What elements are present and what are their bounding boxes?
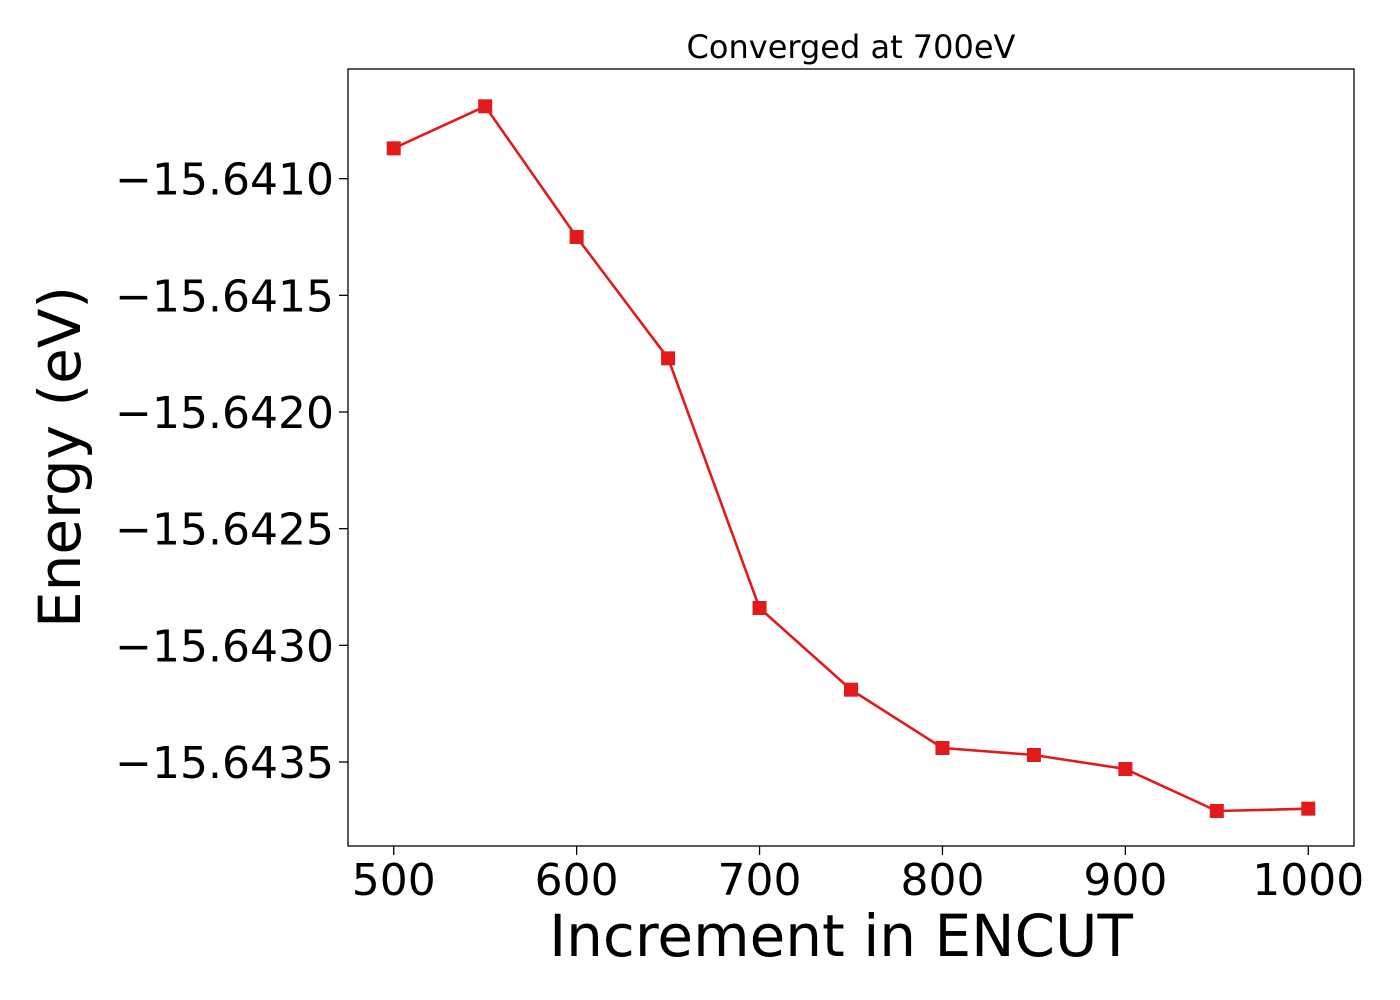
data-point (935, 741, 950, 755)
series-energy (386, 99, 1316, 818)
data-point (569, 230, 584, 244)
x-tick-label: 600 (535, 855, 619, 906)
x-axis: 500 600 700 800 900 1000 (352, 846, 1364, 906)
data-point (386, 141, 401, 156)
data-point (661, 351, 676, 366)
x-tick-label: 900 (1083, 855, 1167, 906)
x-axis-label: Increment in ENCUT (549, 902, 1133, 970)
data-point (1209, 804, 1224, 818)
plot-frame (347, 68, 1355, 847)
chart-title: Converged at 700eV (687, 28, 1016, 66)
y-tick-label: −15.6410 (115, 155, 334, 206)
x-tick-label: 500 (352, 855, 436, 906)
data-point (844, 682, 858, 697)
y-axis-label: Energy (eV) (26, 286, 94, 628)
x-tick-label: 700 (718, 855, 802, 906)
y-tick-label: −15.6425 (115, 505, 334, 556)
data-point (752, 601, 767, 615)
y-axis: −15.6410 −15.6415 −15.6420 −15.6425 −15.6430… (115, 155, 348, 789)
y-tick-label: −15.6415 (115, 271, 334, 322)
data-point (1118, 762, 1133, 776)
data-point (478, 99, 493, 114)
y-tick-label: −15.6430 (115, 621, 334, 672)
data-point (1301, 801, 1316, 816)
x-tick-label: 800 (900, 855, 984, 906)
y-tick-label: −15.6435 (115, 738, 334, 789)
y-tick-label: −15.6420 (115, 388, 334, 439)
x-tick-label: 1000 (1252, 855, 1364, 906)
data-point (1026, 748, 1041, 762)
